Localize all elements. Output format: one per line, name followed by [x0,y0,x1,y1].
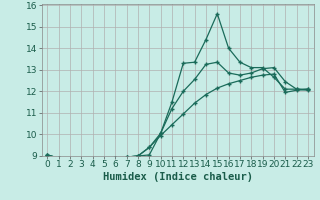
X-axis label: Humidex (Indice chaleur): Humidex (Indice chaleur) [103,172,252,182]
